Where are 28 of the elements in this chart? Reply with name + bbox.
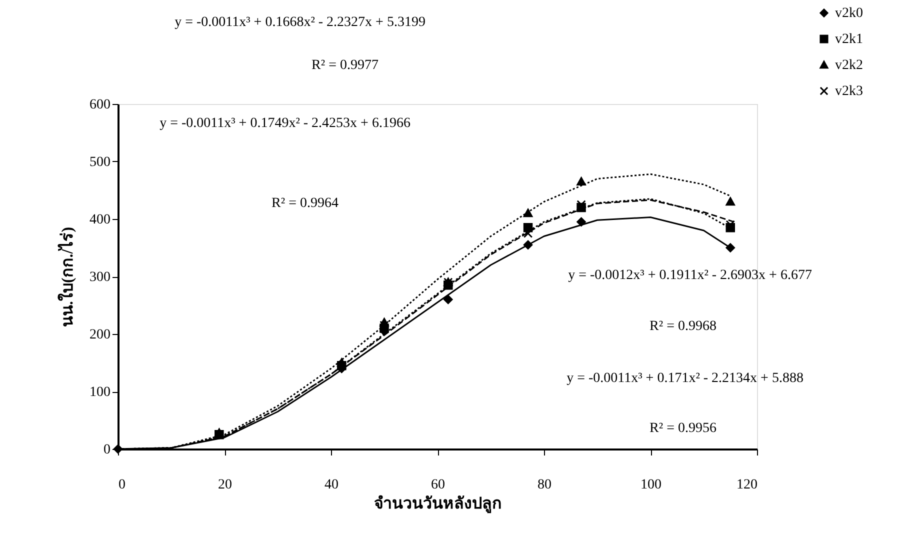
annotation: y = -0.0012x³ + 0.1911x² - 2.6903x + 6.677: [568, 268, 812, 283]
y-tick-label: 200: [90, 328, 110, 342]
annotation: R² = 0.9968: [650, 319, 716, 334]
legend-label: v2k1: [835, 32, 863, 47]
annotation: y = -0.0011x³ + 0.171x² - 2.2134x + 5.888: [566, 371, 804, 386]
y-axis-title: นน.ใบ(กก./ไร่): [58, 226, 76, 328]
x-tick-label: 100: [640, 478, 662, 492]
legend-label: v2k0: [835, 6, 863, 21]
y-tick-label: 600: [90, 98, 110, 112]
text: y = -0.0011x³ + 0.1668x² - 2.2327x + 5.3199: [174, 15, 426, 30]
y-tick-label: 500: [90, 155, 110, 170]
x-axis-title: จำนวนวันหลังปลูก: [374, 494, 502, 514]
annotation: R² = 0.9964: [272, 196, 338, 211]
y-tick-label: 0: [104, 442, 110, 458]
x-tick-label: 0: [118, 478, 126, 492]
y-tick-label: 100: [90, 385, 110, 400]
annotation: y = -0.0011x³ + 0.1749x² - 2.4253x + 6.1966: [160, 116, 410, 131]
x-tick-label: 20: [218, 478, 232, 492]
text: R² = 0.9977: [312, 58, 378, 73]
y-tick-label: 400: [90, 212, 110, 228]
x-tick-label: 40: [324, 478, 338, 492]
x-tick-label: 80: [538, 478, 552, 492]
x-tick-label: 60: [431, 478, 445, 492]
y-tick-label: 300: [90, 270, 110, 285]
x-tick-label: 120: [736, 478, 758, 492]
legend-label: v2k3: [835, 84, 863, 99]
legend-label: v2k2: [835, 58, 863, 73]
annotation: R² = 0.9956: [650, 421, 716, 436]
